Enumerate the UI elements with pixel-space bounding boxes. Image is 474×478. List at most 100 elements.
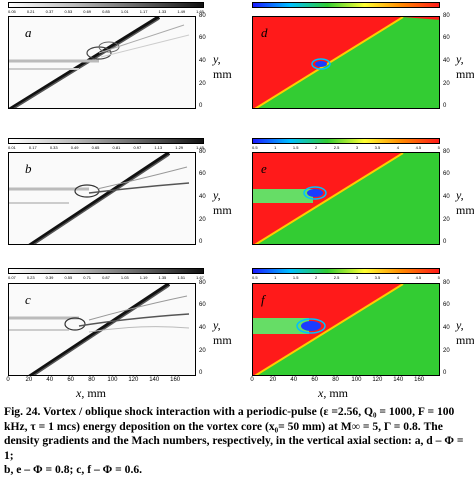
colorbar-tick: 1.03: [120, 275, 129, 280]
colorbar-tick: 2: [315, 275, 318, 280]
colorbar-tick: 1.01: [120, 9, 129, 14]
y-tick: 60: [199, 302, 206, 308]
density-colorbar-b-ticks: 0.01 0.17 0.33 0.49 0.65 0.81 0.97 1.13 1.29 1.45: [8, 145, 204, 150]
colorbar-tick: 0.21: [26, 9, 35, 14]
caption-line: b, e – Φ = 0.8; c, f – Φ = 0.6.: [4, 463, 143, 476]
y-tick: 60: [443, 302, 450, 308]
y-axis-label: y, mm: [456, 52, 474, 81]
y-axis-label: y, mm: [213, 318, 232, 347]
y-tick: 20: [199, 217, 206, 223]
panel-label-d: d: [261, 25, 268, 40]
colorbar-tick: 1.49: [177, 9, 186, 14]
y-tick: 80: [199, 280, 206, 286]
y-tick: 80: [443, 149, 450, 155]
colorbar-tick: 3: [355, 145, 359, 150]
y-tick: 40: [443, 325, 450, 331]
y-tick: 60: [443, 171, 450, 177]
colorbar-tick: 2: [315, 145, 318, 150]
caption-line: kHz, τ = 1 mcs) energy deposition on the…: [4, 419, 443, 433]
mach-panel-d: d: [252, 16, 440, 109]
x-tick: 100: [351, 377, 362, 383]
x-tick: 20: [269, 377, 277, 383]
panel-label-a: a: [25, 25, 32, 40]
density-panel-a: a: [8, 16, 196, 109]
colorbar-tick: 0.69: [83, 9, 92, 14]
y-tick: 60: [199, 171, 206, 177]
colorbar-tick: 0.65: [91, 145, 100, 150]
x-tick: 60: [67, 377, 74, 383]
density-colorbar-b: [8, 138, 204, 144]
colorbar-tick: 1.5: [292, 275, 299, 280]
y-tick: 20: [443, 348, 450, 354]
colorbar-tick: 1.13: [154, 145, 163, 150]
y-tick: 0: [199, 370, 203, 376]
y-tick: 40: [199, 325, 206, 331]
mach-panel-f: f: [252, 283, 440, 376]
mach-colorbar-f: [252, 268, 440, 274]
colorbar-tick: 1.17: [139, 9, 148, 14]
y-axis-label: y, mm: [213, 188, 232, 217]
y-tick: 40: [199, 194, 206, 200]
colorbar-tick: 5: [437, 275, 440, 280]
colorbar-tick: 0.97: [133, 145, 142, 150]
y-tick: 0: [199, 103, 203, 109]
colorbar-tick: 0.87: [102, 275, 110, 280]
colorbar-tick: 1.45: [196, 145, 204, 150]
x-tick: 120: [128, 377, 139, 383]
figure-caption: Fig. 24. Vortex / oblique shock interact…: [4, 405, 472, 478]
x-tick: 20: [25, 377, 33, 383]
density-panel-c: c: [8, 283, 196, 376]
colorbar-tick: 1.67: [196, 275, 204, 280]
colorbar-tick: 2.5: [333, 275, 340, 280]
colorbar-tick: 0.81: [112, 145, 121, 150]
colorbar-tick: 1.19: [139, 275, 148, 280]
panel-label-f: f: [261, 292, 265, 307]
y-tick: 20: [199, 348, 206, 354]
density-colorbar-a: [8, 2, 204, 8]
mach-panel-e: e: [252, 152, 440, 245]
y-axis-label: y, mm: [213, 52, 232, 81]
y-tick: 20: [199, 81, 206, 87]
colorbar-tick: 0.23: [26, 275, 35, 280]
density-colorbar-c-ticks: 0.07 0.23 0.39 0.55 0.71 0.87 1.03 1.19 1.35 1.51…: [8, 275, 204, 280]
x-tick: 100: [107, 377, 118, 383]
mach-colorbar-e: [252, 138, 440, 144]
colorbar-tick: 1.51: [177, 275, 186, 280]
colorbar-tick: 3.5: [374, 275, 381, 280]
y-tick: 80: [443, 280, 450, 286]
y-tick: 0: [199, 239, 203, 245]
y-tick: 40: [443, 58, 450, 64]
colorbar-tick: 1.33: [158, 9, 167, 14]
x-tick: 80: [88, 377, 95, 383]
y-tick: 20: [443, 81, 450, 87]
colorbar-tick: 1: [274, 145, 277, 150]
colorbar-tick: 0.37: [45, 9, 54, 14]
colorbar-tick: 3: [355, 275, 359, 280]
mach-colorbar-d: [252, 2, 440, 8]
x-tick: 60: [311, 377, 318, 383]
colorbar-tick: 0.85: [102, 9, 110, 14]
caption-line: density gradients and the Mach numbers, …: [4, 434, 464, 462]
x-tick: 120: [372, 377, 383, 383]
colorbar-tick: 1: [274, 275, 277, 280]
x-tick: 160: [170, 377, 181, 383]
x-tick: 40: [290, 377, 298, 383]
colorbar-tick: 1.5: [292, 145, 299, 150]
colorbar-tick: 0.49: [70, 145, 79, 150]
y-tick: 20: [443, 217, 450, 223]
mach-colorbar-e-ticks: 0.5 1 1.5 2 2.5 3 3.5 4 4.5 5: [252, 145, 440, 150]
colorbar-tick: 4.5: [415, 275, 422, 280]
colorbar-tick: 1.29: [175, 145, 184, 150]
x-axis-label-left: x, mm: [76, 386, 106, 400]
x-tick: 0: [250, 377, 254, 383]
colorbar-tick: 0.5: [252, 275, 258, 280]
colorbar-tick: 0.5: [252, 145, 258, 150]
y-axis-label: y, mm: [456, 188, 474, 217]
panel-label-c: c: [25, 292, 31, 307]
y-tick: 40: [199, 58, 206, 64]
x-tick: 140: [393, 377, 404, 383]
x-tick: 80: [332, 377, 339, 383]
colorbar-tick: 0.01: [8, 145, 16, 150]
y-axis-label: y, mm: [456, 318, 474, 347]
density-colorbar-a-ticks: 0.05 0.21 0.37 0.53 0.69 0.85 1.01 1.17 1.33 1.49…: [8, 9, 204, 14]
